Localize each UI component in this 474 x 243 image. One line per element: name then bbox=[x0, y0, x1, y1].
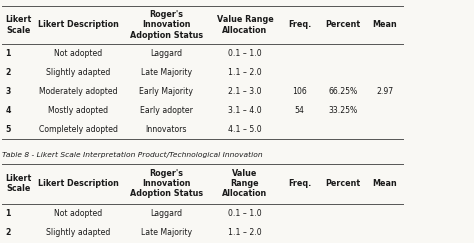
Text: Not adopted: Not adopted bbox=[55, 49, 102, 58]
Text: 3.1 – 4.0: 3.1 – 4.0 bbox=[228, 105, 262, 115]
Text: 5: 5 bbox=[5, 124, 10, 134]
Text: Mean: Mean bbox=[373, 20, 398, 29]
Text: Slightly adapted: Slightly adapted bbox=[46, 68, 110, 77]
Text: 1: 1 bbox=[5, 208, 10, 218]
Text: Not adopted: Not adopted bbox=[55, 208, 102, 218]
Text: Late Majority: Late Majority bbox=[141, 227, 191, 237]
Text: Laggard: Laggard bbox=[150, 49, 182, 58]
Text: Roger's
Innovation
Adoption Status: Roger's Innovation Adoption Status bbox=[129, 169, 203, 199]
Text: Percent: Percent bbox=[326, 20, 361, 29]
Text: Mostly adopted: Mostly adopted bbox=[48, 105, 109, 115]
Text: Roger's
Innovation
Adoption Status: Roger's Innovation Adoption Status bbox=[129, 10, 203, 40]
Text: Likert Description: Likert Description bbox=[38, 179, 119, 188]
Text: 2: 2 bbox=[5, 68, 10, 77]
Text: 0.1 – 1.0: 0.1 – 1.0 bbox=[228, 208, 262, 218]
Text: 106: 106 bbox=[292, 87, 307, 96]
Text: Value Range
Allocation: Value Range Allocation bbox=[217, 15, 273, 35]
Text: 4.1 – 5.0: 4.1 – 5.0 bbox=[228, 124, 262, 134]
Text: 4: 4 bbox=[5, 105, 11, 115]
Text: Percent: Percent bbox=[326, 179, 361, 188]
Text: Value
Range
Allocation: Value Range Allocation bbox=[222, 169, 268, 199]
Text: Likert
Scale: Likert Scale bbox=[5, 15, 31, 35]
Text: 0.1 – 1.0: 0.1 – 1.0 bbox=[228, 49, 262, 58]
Text: 2: 2 bbox=[5, 227, 10, 237]
Text: Table 8 - Likert Scale Interpretation Product/Technological Innovation: Table 8 - Likert Scale Interpretation Pr… bbox=[2, 152, 263, 158]
Text: 1: 1 bbox=[5, 49, 10, 58]
Text: 33.25%: 33.25% bbox=[328, 105, 358, 115]
Text: Laggard: Laggard bbox=[150, 208, 182, 218]
Text: Mean: Mean bbox=[373, 179, 398, 188]
Text: 66.25%: 66.25% bbox=[328, 87, 358, 96]
Text: Likert
Scale: Likert Scale bbox=[5, 174, 31, 193]
Text: 3: 3 bbox=[5, 87, 10, 96]
Text: Completely adopted: Completely adopted bbox=[39, 124, 118, 134]
Text: 1.1 – 2.0: 1.1 – 2.0 bbox=[228, 68, 262, 77]
Text: Slightly adapted: Slightly adapted bbox=[46, 227, 110, 237]
Text: 1.1 – 2.0: 1.1 – 2.0 bbox=[228, 227, 262, 237]
Text: Likert Description: Likert Description bbox=[38, 20, 119, 29]
Text: 54: 54 bbox=[295, 105, 304, 115]
Text: Innovators: Innovators bbox=[146, 124, 187, 134]
Text: 2.97: 2.97 bbox=[376, 87, 394, 96]
Text: Early Majority: Early Majority bbox=[139, 87, 193, 96]
Text: Freq.: Freq. bbox=[288, 179, 311, 188]
Text: Early adopter: Early adopter bbox=[140, 105, 192, 115]
Text: Late Majority: Late Majority bbox=[141, 68, 191, 77]
Text: 2.1 – 3.0: 2.1 – 3.0 bbox=[228, 87, 262, 96]
Text: Moderately adopted: Moderately adopted bbox=[39, 87, 118, 96]
Text: Freq.: Freq. bbox=[288, 20, 311, 29]
